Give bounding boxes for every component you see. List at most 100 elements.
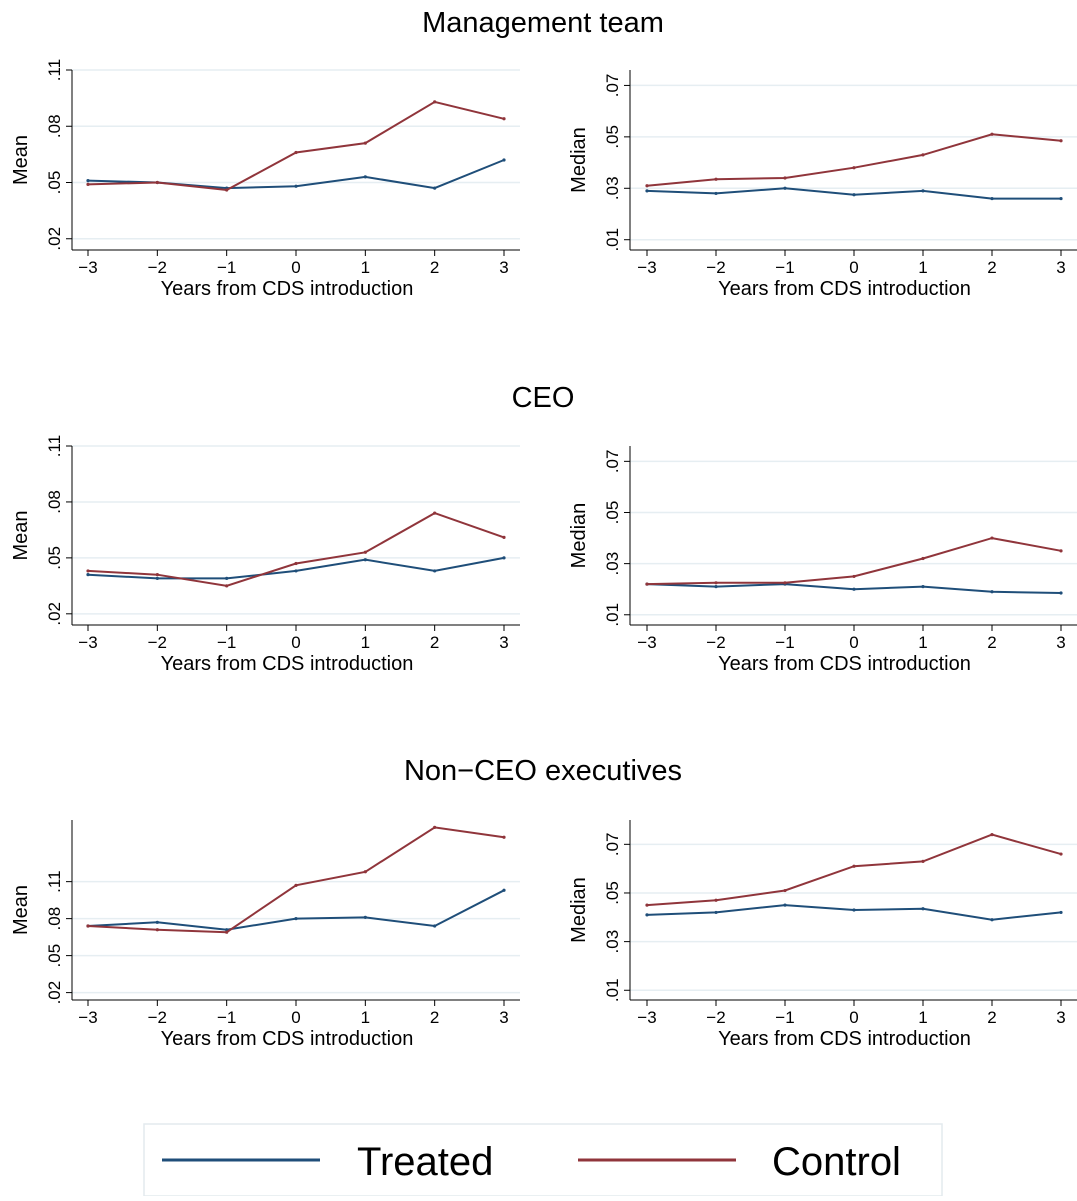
y-tick-label-0-3: .11: [45, 59, 64, 81]
point-treated-1-3: [852, 193, 856, 197]
x-tick-label-5-4: 1: [918, 1008, 927, 1027]
point-control-4-1: [155, 928, 159, 932]
section-title-non-ceo: Non−CEO executives: [404, 755, 682, 787]
x-tick-label-3-0: −3: [637, 633, 656, 652]
x-tick-label-1-5: 2: [987, 258, 996, 277]
point-treated-1-2: [783, 186, 787, 190]
point-control-2-3: [294, 561, 298, 566]
point-control-0-6: [502, 117, 506, 121]
point-control-4-4: [363, 870, 367, 874]
point-treated-2-5: [433, 569, 437, 573]
series-line-treated-5: [646, 904, 1062, 921]
x-tick-label-5-5: 2: [987, 1008, 996, 1027]
point-treated-5-6: [1059, 910, 1063, 915]
x-tick-label-2-2: −1: [217, 633, 236, 652]
y-axis-title-0: Mean: [10, 135, 32, 185]
point-control-3-3: [852, 574, 856, 579]
x-tick-label-3-2: −1: [775, 633, 794, 652]
series-line-treated-4: [87, 889, 505, 931]
x-tick-label-5-2: −1: [775, 1008, 794, 1027]
point-treated-5-5: [990, 918, 994, 922]
x-tick-label-4-3: 0: [291, 1008, 300, 1027]
point-control-0-0: [86, 182, 90, 186]
y-tick-label-3-1: .03: [603, 552, 622, 576]
point-treated-5-2: [783, 903, 787, 907]
x-tick-label-5-0: −3: [637, 1008, 656, 1027]
y-tick-label-2-0: .02: [45, 602, 64, 626]
series-line-control-4: [87, 826, 505, 934]
y-tick-label-1-1: .03: [603, 176, 622, 200]
point-control-2-5: [433, 511, 437, 515]
point-treated-4-3: [294, 917, 298, 921]
point-treated-5-4: [921, 907, 925, 911]
x-tick-label-0-1: −2: [148, 258, 167, 277]
x-tick-label-3-3: 0: [849, 633, 858, 652]
x-tick-label-4-2: −1: [217, 1008, 236, 1027]
point-treated-4-4: [363, 915, 367, 919]
series-line-control-0: [87, 100, 505, 192]
point-control-1-5: [990, 132, 994, 136]
point-control-5-0: [645, 903, 649, 907]
point-control-5-2: [783, 888, 787, 893]
series-line-control-2: [87, 512, 505, 587]
x-tick-label-4-6: 3: [499, 1008, 508, 1027]
point-control-4-3: [294, 883, 298, 887]
x-tick-label-4-0: −3: [78, 1008, 97, 1027]
point-control-5-3: [852, 864, 856, 868]
series-line-treated-0: [87, 159, 505, 190]
x-tick-label-4-4: 1: [361, 1008, 370, 1027]
y-tick-label-4-3: .11: [45, 870, 64, 892]
point-control-2-0: [86, 569, 90, 573]
point-treated-2-3: [294, 569, 298, 573]
x-tick-label-1-6: 3: [1056, 258, 1065, 277]
point-control-0-2: [225, 188, 229, 192]
x-tick-label-3-6: 3: [1056, 633, 1065, 652]
x-tick-label-0-3: 0: [291, 258, 300, 277]
point-treated-4-1: [155, 920, 159, 924]
y-axis-title-2: Mean: [10, 510, 32, 560]
y-tick-label-5-3: .07: [603, 833, 622, 857]
legend: Treated Control: [143, 1123, 943, 1197]
plot-4: .02 .05 .08 .11 −3 −2 −1 0 1 2 3 Years from CDS int…: [10, 820, 520, 1050]
point-treated-1-4: [921, 189, 925, 193]
x-tick-label-0-6: 3: [499, 258, 508, 277]
point-treated-1-1: [714, 191, 718, 196]
x-tick-label-1-0: −3: [637, 258, 656, 277]
point-control-4-6: [502, 835, 506, 839]
plot-0: .02 .05 .08 .11 −3 −2 −1 0 1 2 3 Years from CDS int…: [10, 59, 520, 300]
y-tick-label-3-2: .05: [603, 501, 622, 525]
point-control-1-4: [921, 153, 925, 157]
x-tick-label-2-3: 0: [291, 633, 300, 652]
legend-label-control: Control: [772, 1140, 901, 1184]
x-tick-label-4-5: 2: [430, 1008, 439, 1027]
x-tick-label-3-1: −2: [706, 633, 725, 652]
point-control-3-5: [990, 536, 994, 540]
point-control-3-6: [1059, 549, 1063, 553]
legend-label-treated: Treated: [357, 1140, 493, 1184]
point-treated-1-6: [1059, 196, 1063, 201]
point-treated-1-5: [990, 196, 994, 201]
y-tick-label-4-2: .08: [45, 907, 64, 931]
point-control-1-3: [852, 166, 856, 170]
point-control-3-1: [714, 581, 718, 585]
y-axis-title-3: Median: [568, 503, 590, 569]
point-treated-3-6: [1059, 591, 1063, 595]
point-treated-3-5: [990, 590, 994, 594]
y-tick-label-5-0: .01: [603, 978, 622, 1002]
point-control-0-1: [155, 180, 159, 185]
x-tick-label-1-3: 0: [849, 258, 858, 277]
point-control-5-4: [921, 859, 925, 863]
point-control-1-6: [1059, 139, 1063, 143]
point-treated-3-4: [921, 585, 925, 589]
plot-2: .02 .05 .08 .11 −3 −2 −1 0 1 2 3 Years from CDS int…: [10, 435, 520, 675]
point-treated-2-0: [86, 573, 90, 577]
y-tick-label-3-3: .07: [603, 450, 622, 474]
point-control-4-2: [225, 930, 229, 934]
point-treated-4-6: [502, 888, 506, 892]
x-tick-label-1-2: −1: [775, 258, 794, 277]
point-control-0-5: [433, 100, 437, 104]
point-control-2-2: [225, 584, 229, 588]
plots: .02 .05 .08 .11 −3 −2 −1 0 1 2 3 Years from CDS int…: [10, 59, 1077, 1050]
point-control-1-2: [783, 176, 787, 180]
point-control-5-1: [714, 898, 718, 902]
